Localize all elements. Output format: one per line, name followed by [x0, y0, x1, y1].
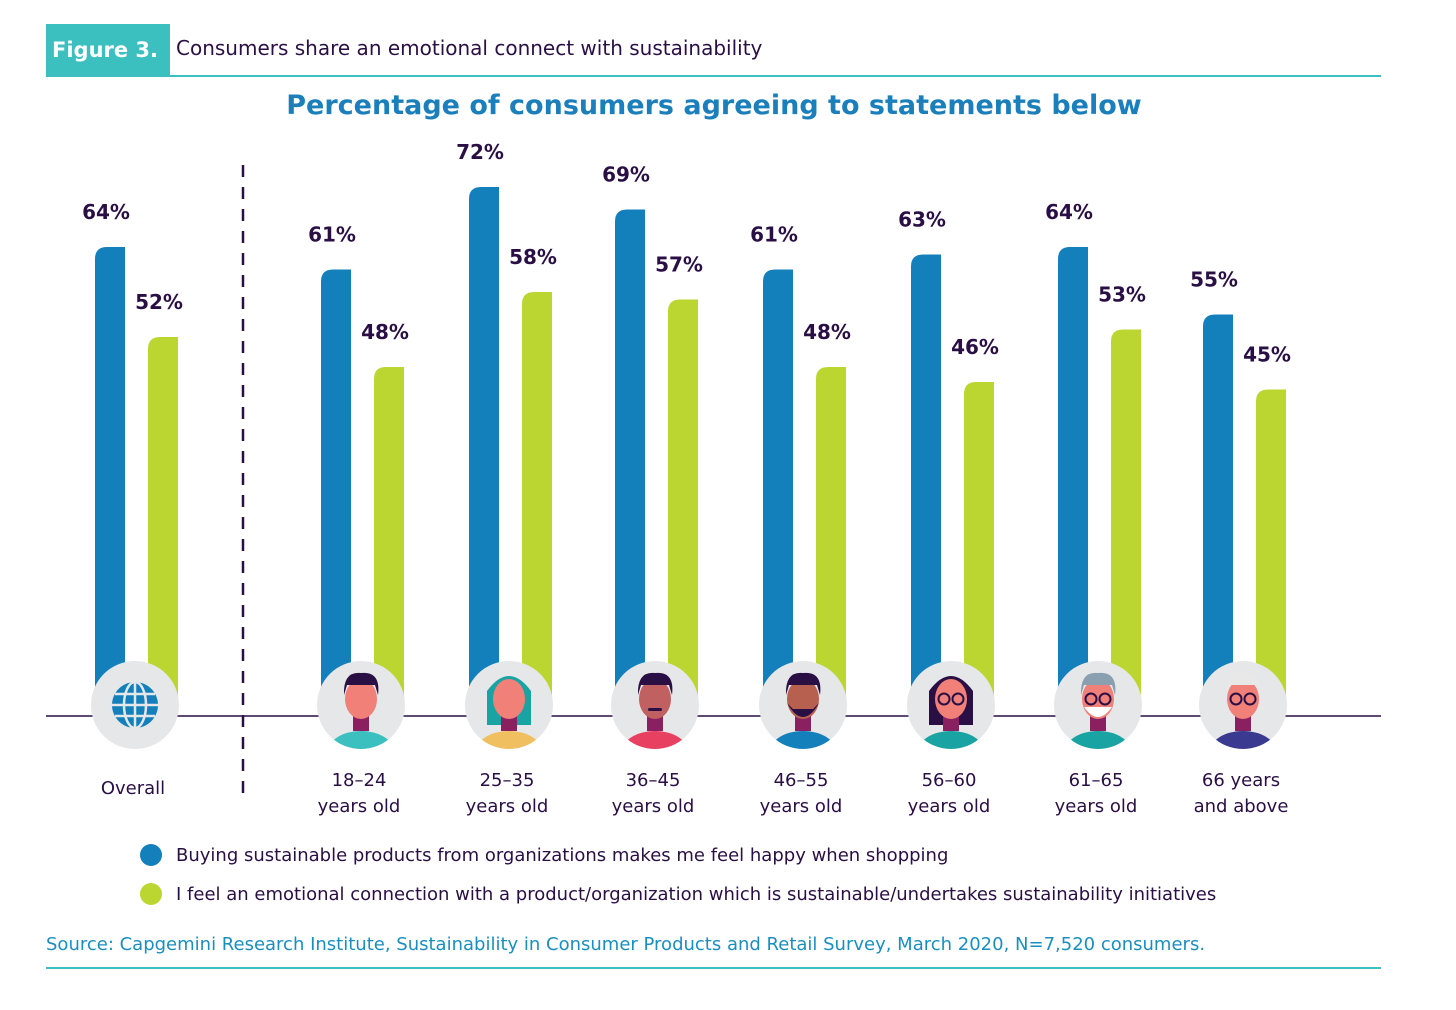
- category-label: years old: [612, 796, 695, 817]
- bar-emotional-2: [522, 292, 552, 700]
- data-label: 46%: [951, 335, 999, 359]
- legend-item-series2: I feel an emotional connection with a pr…: [140, 883, 1216, 905]
- category-label: 56–60: [922, 770, 977, 791]
- figure-title: Consumers share an emotional connect wit…: [176, 36, 763, 60]
- category-label: 36–45: [626, 770, 681, 791]
- avatar-46-55-icon: [759, 661, 847, 749]
- avatar-56-60-icon: [907, 661, 995, 749]
- data-label: 53%: [1098, 283, 1146, 307]
- data-label: 72%: [456, 140, 504, 164]
- category-label: 25–35: [480, 770, 535, 791]
- bar-emotional-3: [668, 299, 698, 700]
- bar-happy-1: [321, 269, 351, 700]
- avatar-25-35-icon: [465, 661, 553, 749]
- data-label: 69%: [602, 163, 650, 187]
- category-label: and above: [1194, 796, 1289, 817]
- bar-happy-5: [911, 254, 941, 700]
- legend-swatch-blue: [140, 844, 162, 866]
- data-label: 61%: [750, 223, 798, 247]
- category-label: years old: [908, 796, 991, 817]
- avatar-18-24-icon: [317, 661, 405, 749]
- category-label: 46–55: [774, 770, 829, 791]
- bar-emotional-6: [1111, 329, 1141, 700]
- category-label: years old: [466, 796, 549, 817]
- legend-label: I feel an emotional connection with a pr…: [176, 883, 1217, 905]
- avatar-36-45-icon: [611, 661, 699, 749]
- bar-emotional-0: [148, 337, 178, 700]
- bar-happy-2: [469, 187, 499, 700]
- bar-emotional-4: [816, 367, 846, 700]
- category-label: years old: [1055, 796, 1138, 817]
- category-label: 18–24: [332, 770, 387, 791]
- bar-emotional-5: [964, 382, 994, 700]
- bar-emotional-7: [1256, 389, 1286, 700]
- legend-item-series1: Buying sustainable products from organiz…: [140, 844, 948, 866]
- data-label: 45%: [1243, 343, 1291, 367]
- data-label: 64%: [82, 200, 130, 224]
- bar-happy-7: [1203, 314, 1233, 700]
- data-label: 61%: [308, 223, 356, 247]
- category-label: 61–65: [1069, 770, 1124, 791]
- bar-chart: 64% 52% Overall 61% 48% 18–24 years old 72% 58% 2…: [46, 140, 1381, 817]
- data-label: 64%: [1045, 200, 1093, 224]
- globe-icon: [91, 661, 179, 749]
- bar-happy-3: [615, 209, 645, 700]
- data-label: 48%: [803, 320, 851, 344]
- category-label: Overall: [101, 778, 165, 799]
- data-label: 55%: [1190, 268, 1238, 292]
- bar-happy-6: [1058, 247, 1088, 700]
- data-label: 63%: [898, 208, 946, 232]
- top-divider: [170, 75, 1381, 77]
- data-label: 58%: [509, 245, 557, 269]
- bar-emotional-1: [374, 367, 404, 700]
- category-label: 66 years: [1202, 770, 1280, 791]
- bar-happy-4: [763, 269, 793, 700]
- bottom-divider: [46, 967, 1381, 969]
- category-label: years old: [318, 796, 401, 817]
- avatar-61-65-icon: [1054, 661, 1142, 749]
- data-label: 57%: [655, 253, 703, 277]
- chart-title: Percentage of consumers agreeing to stat…: [286, 90, 1142, 121]
- avatar-66-plus-icon: [1199, 661, 1287, 749]
- data-label: 48%: [361, 320, 409, 344]
- category-label: years old: [760, 796, 843, 817]
- source-note: Source: Capgemini Research Institute, Su…: [46, 934, 1206, 955]
- legend-swatch-green: [140, 883, 162, 905]
- legend-label: Buying sustainable products from organiz…: [176, 844, 949, 866]
- data-label: 52%: [135, 290, 183, 314]
- bar-happy-0: [95, 247, 125, 700]
- figure-label: Figure 3.: [46, 24, 170, 77]
